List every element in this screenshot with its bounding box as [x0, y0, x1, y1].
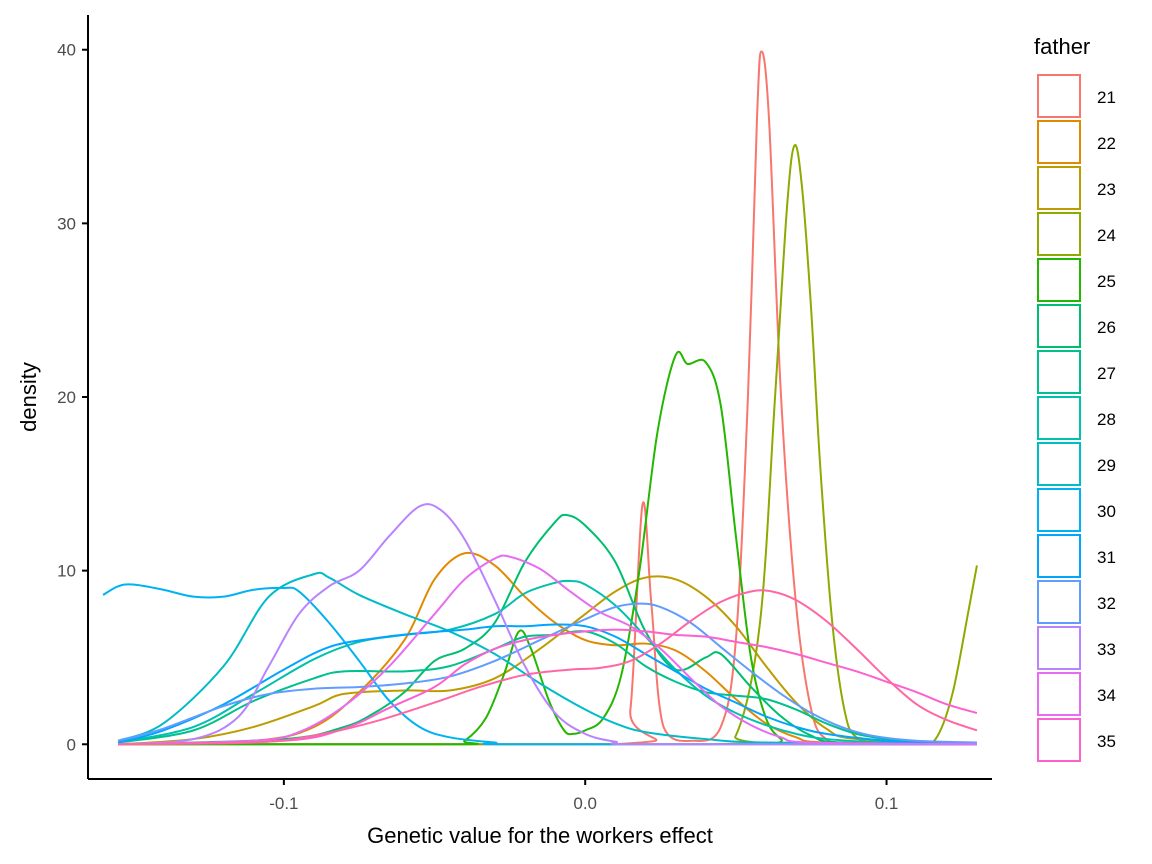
legend-key: [1037, 534, 1081, 578]
x-tick-label: -0.1: [269, 794, 298, 813]
legend-item-26: 26: [1037, 304, 1116, 348]
density-curve-35: [118, 628, 978, 746]
legend-item-31: 31: [1037, 534, 1116, 578]
legend-key: [1037, 120, 1081, 164]
legend-key: [1037, 580, 1081, 624]
legend-item-22: 22: [1037, 120, 1116, 164]
legend-key: [1037, 350, 1081, 394]
density-curve-31: [117, 623, 977, 746]
density-curve-25: [118, 350, 977, 746]
legend-items: 21 22 23 24 25 26 27 28 29 30 31 32 33 34 35: [1037, 74, 1116, 762]
y-ticks: 0 10 20 30 40: [57, 41, 88, 754]
density-curve-28: [117, 579, 977, 746]
density-curve-35b: [118, 589, 978, 746]
legend-item-30: 30: [1037, 488, 1116, 532]
legend-key: [1037, 488, 1081, 532]
legend-label: 29: [1097, 456, 1116, 475]
legend-key: [1037, 442, 1081, 486]
legend-key: [1037, 258, 1081, 302]
y-tick-label: 0: [67, 735, 76, 754]
y-axis-title: density: [16, 362, 41, 432]
legend-item-23: 23: [1037, 166, 1116, 210]
density-curve-24: [118, 144, 978, 746]
axes: 0 10 20 30 40 -0.1 0.0 0.1: [57, 15, 992, 813]
density-curve-23: [118, 575, 977, 746]
density-curve-27: [117, 630, 977, 746]
legend-label: 26: [1097, 318, 1116, 337]
legend-label: 22: [1097, 134, 1116, 153]
legend-item-27: 27: [1037, 350, 1116, 394]
legend-label: 34: [1097, 686, 1116, 705]
legend-item-28: 28: [1037, 396, 1116, 440]
legend-item-29: 29: [1037, 442, 1116, 486]
legend-key: [1037, 166, 1081, 210]
legend-key: [1037, 672, 1081, 716]
legend-item-33: 33: [1037, 626, 1116, 670]
y-tick-label: 40: [57, 41, 76, 60]
density-curve-33: [118, 503, 977, 746]
legend-item-24: 24: [1037, 212, 1116, 256]
legend-label: 35: [1097, 732, 1116, 751]
legend-key: [1037, 396, 1081, 440]
density-curve-26: [118, 513, 977, 746]
density-curve-32: [117, 602, 977, 744]
legend-label: 24: [1097, 226, 1116, 245]
legend-key: [1037, 74, 1081, 118]
density-curves: [102, 50, 978, 746]
legend-key: [1037, 304, 1081, 348]
legend-key: [1037, 626, 1081, 670]
legend-item-21: 21: [1037, 74, 1116, 118]
legend-label: 21: [1097, 88, 1116, 107]
legend-label: 30: [1097, 502, 1116, 521]
legend-label: 23: [1097, 180, 1116, 199]
x-tick-label: 0.0: [573, 794, 597, 813]
density-curve-22: [118, 551, 977, 746]
legend-item-32: 32: [1037, 580, 1116, 624]
y-tick-label: 30: [57, 214, 76, 233]
legend-title: father: [1034, 34, 1090, 59]
legend-item-25: 25: [1037, 258, 1116, 302]
legend-key: [1037, 718, 1081, 762]
legend-item-35: 35: [1037, 718, 1116, 762]
x-tick-label: 0.1: [875, 794, 899, 813]
y-tick-label: 20: [57, 388, 76, 407]
legend: father 21 22 23 24 25 26 27 28 29 30 31 32 33 34 35: [1034, 34, 1116, 762]
x-axis-title: Genetic value for the workers effect: [367, 823, 713, 848]
density-curve-34: [118, 554, 977, 746]
legend-key: [1037, 212, 1081, 256]
y-tick-label: 10: [57, 562, 76, 581]
legend-label: 32: [1097, 594, 1116, 613]
legend-label: 28: [1097, 410, 1116, 429]
legend-label: 25: [1097, 272, 1116, 291]
legend-label: 31: [1097, 548, 1116, 567]
legend-label: 33: [1097, 640, 1116, 659]
x-ticks: -0.1 0.0 0.1: [269, 779, 898, 813]
legend-item-34: 34: [1037, 672, 1116, 716]
density-curve-30: [102, 583, 977, 746]
density-curve-21: [118, 50, 977, 746]
legend-label: 27: [1097, 364, 1116, 383]
density-curve-29: [117, 571, 977, 746]
